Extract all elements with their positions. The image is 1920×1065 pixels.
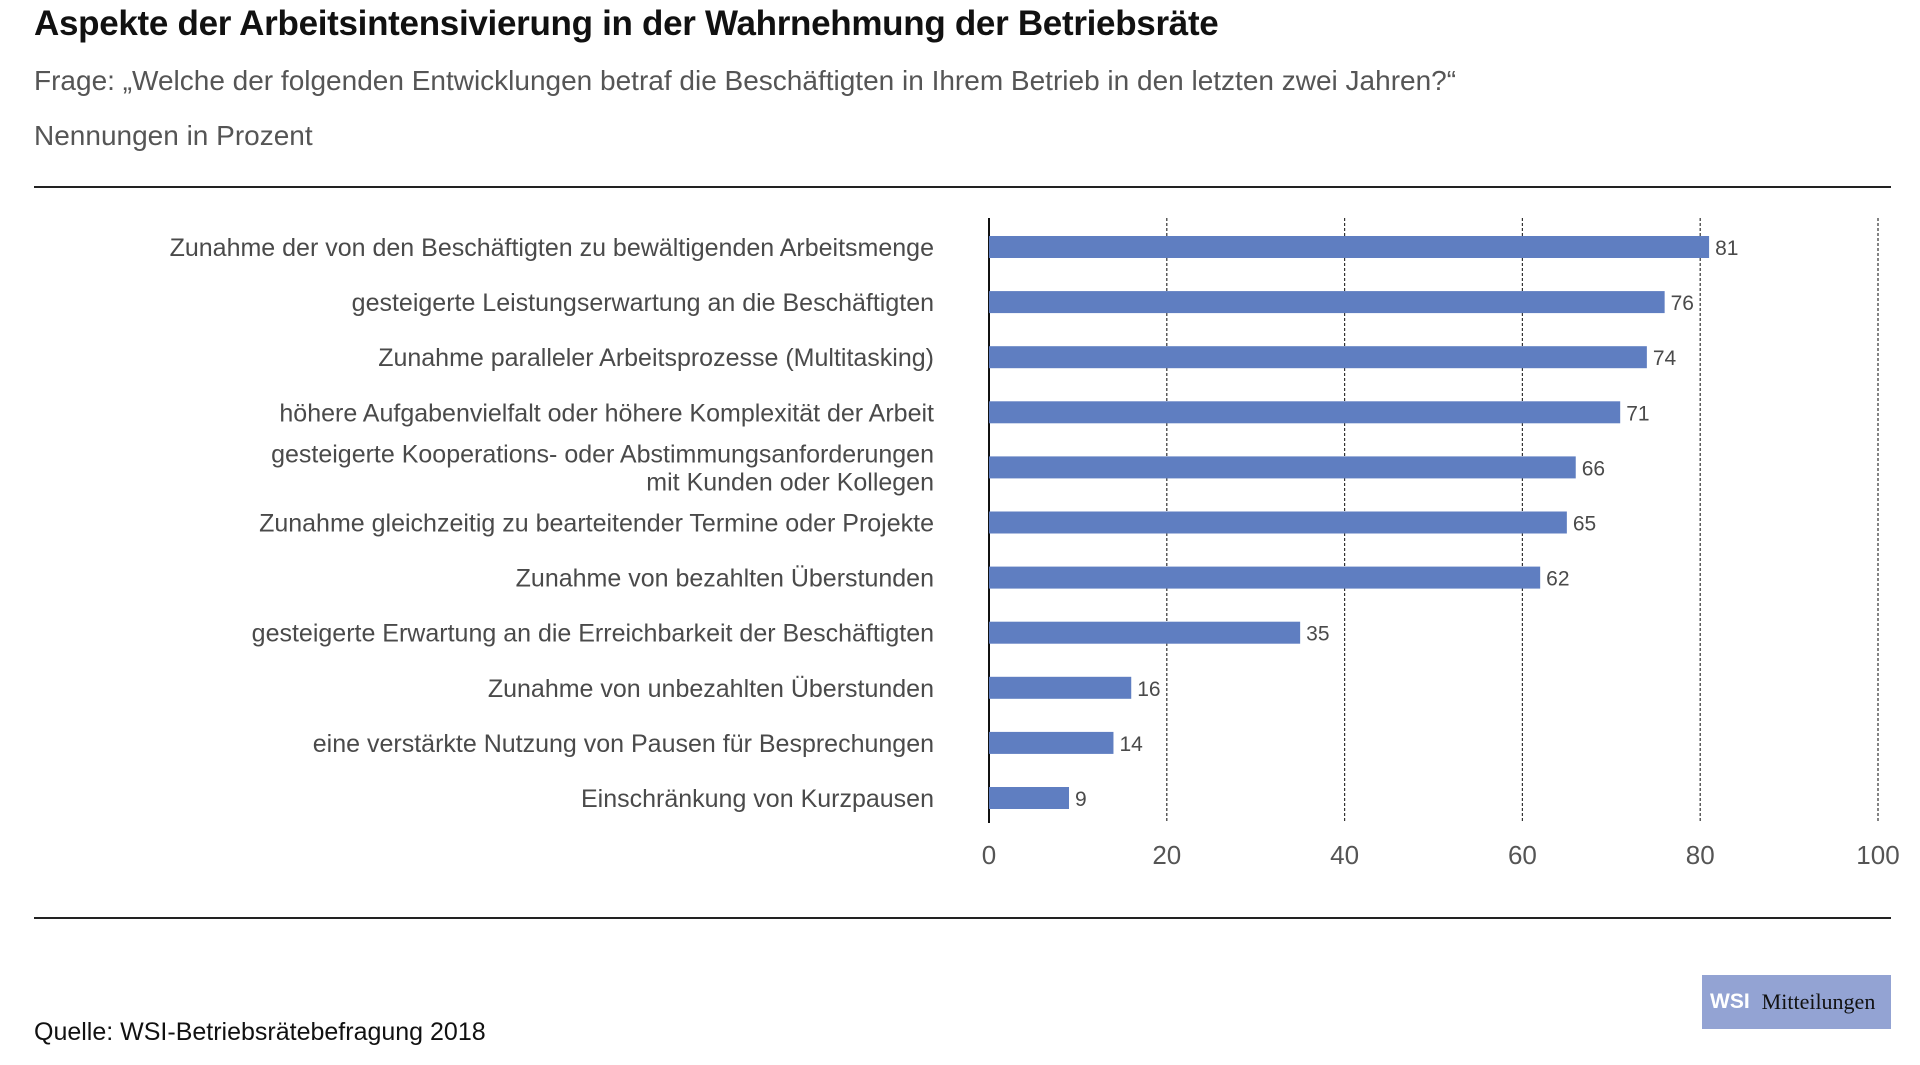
chart-title: Aspekte der Arbeitsintensivierung in der…: [34, 4, 1219, 43]
value-label: 35: [1306, 623, 1329, 646]
value-label: 65: [1573, 513, 1596, 536]
bar-7: [989, 621, 1301, 644]
category-label: eine verstärkte Nutzung von Pausen für B…: [313, 730, 934, 758]
category-label-line: Zunahme gleichzeitig zu bearteitender Te…: [259, 510, 934, 538]
x-tick-label: 0: [982, 840, 996, 870]
bar-2: [989, 346, 1647, 369]
bar-8: [989, 676, 1132, 699]
category-label: Zunahme von unbezahlten Überstunden: [488, 675, 934, 703]
category-label-line: gesteigerte Kooperations- oder Abstimmun…: [271, 440, 934, 468]
category-label: gesteigerte Leistungserwartung an die Be…: [352, 289, 934, 317]
value-label: 81: [1715, 237, 1738, 260]
bar-10: [989, 787, 1070, 809]
category-label-line: eine verstärkte Nutzung von Pausen für B…: [313, 730, 934, 758]
bottom-divider: [34, 917, 1891, 919]
value-labels: 81 76 74 71 66 65 62 35 16 14 9: [1075, 237, 1738, 811]
category-label: Einschränkung von Kurzpausen: [581, 785, 934, 813]
value-label: 9: [1075, 788, 1087, 811]
x-tick-label: 100: [1856, 840, 1899, 870]
logo-wsi-text: WSI: [1710, 990, 1750, 1013]
category-label-line: höhere Aufgabenvielfalt oder höhere Komp…: [279, 399, 934, 427]
bar-6: [989, 566, 1541, 589]
value-label: 62: [1546, 568, 1569, 591]
category-label: Zunahme von bezahlten Überstunden: [516, 565, 934, 593]
category-label-line: Zunahme von unbezahlten Überstunden: [488, 675, 934, 703]
value-label: 76: [1671, 292, 1694, 315]
value-label: 16: [1137, 678, 1160, 701]
x-axis-ticks: 0 20 40 60 80 100: [982, 840, 1900, 870]
x-tick-label: 40: [1330, 840, 1359, 870]
bar-9: [989, 731, 1114, 754]
category-label: Zunahme gleichzeitig zu bearteitender Te…: [259, 510, 934, 538]
bars: [989, 236, 1710, 809]
logo-mitteilungen-text: Mitteilungen: [1761, 989, 1876, 1014]
unit-label: Nennungen in Prozent: [34, 120, 313, 151]
value-label: 71: [1626, 402, 1649, 425]
bar-0: [989, 236, 1710, 258]
category-label-line: mit Kunden oder Kollegen: [646, 468, 934, 496]
value-label: 14: [1119, 733, 1143, 756]
category-label: gesteigerte Kooperations- oder Abstimmun…: [271, 440, 934, 496]
category-label: gesteigerte Erwartung an die Erreichbark…: [252, 620, 934, 648]
x-tick-label: 60: [1508, 840, 1537, 870]
category-label-line: gesteigerte Erwartung an die Erreichbark…: [252, 620, 934, 648]
bar-5: [989, 511, 1567, 534]
x-tick-label: 80: [1686, 840, 1715, 870]
wsi-mitteilungen-logo: WSI Mitteilungen: [1702, 975, 1891, 1029]
bar-4: [989, 456, 1576, 479]
chart-subtitle: Frage: „Welche der folgenden Entwicklung…: [34, 65, 1457, 96]
source-note: Quelle: WSI-Betriebsrätebefragung 2018: [34, 1018, 486, 1046]
category-label-line: Zunahme paralleler Arbeitsprozesse (Mult…: [378, 344, 934, 372]
top-divider: [34, 186, 1891, 188]
category-label: höhere Aufgabenvielfalt oder höhere Komp…: [279, 399, 934, 427]
x-tick-label: 20: [1152, 840, 1181, 870]
value-label: 66: [1582, 457, 1605, 480]
category-label-line: Einschränkung von Kurzpausen: [581, 785, 934, 813]
category-label-line: Zunahme der von den Beschäftigten zu bew…: [170, 234, 934, 262]
value-label: 74: [1653, 347, 1677, 370]
bar-3: [989, 401, 1621, 424]
category-label-line: Zunahme von bezahlten Überstunden: [516, 565, 934, 593]
category-label-line: gesteigerte Leistungserwartung an die Be…: [352, 289, 934, 317]
category-label: Zunahme paralleler Arbeitsprozesse (Mult…: [378, 344, 934, 372]
category-labels: Zunahme der von den Beschäftigten zu bew…: [170, 234, 934, 813]
category-label: Zunahme der von den Beschäftigten zu bew…: [170, 234, 934, 262]
bar-1: [989, 291, 1665, 314]
